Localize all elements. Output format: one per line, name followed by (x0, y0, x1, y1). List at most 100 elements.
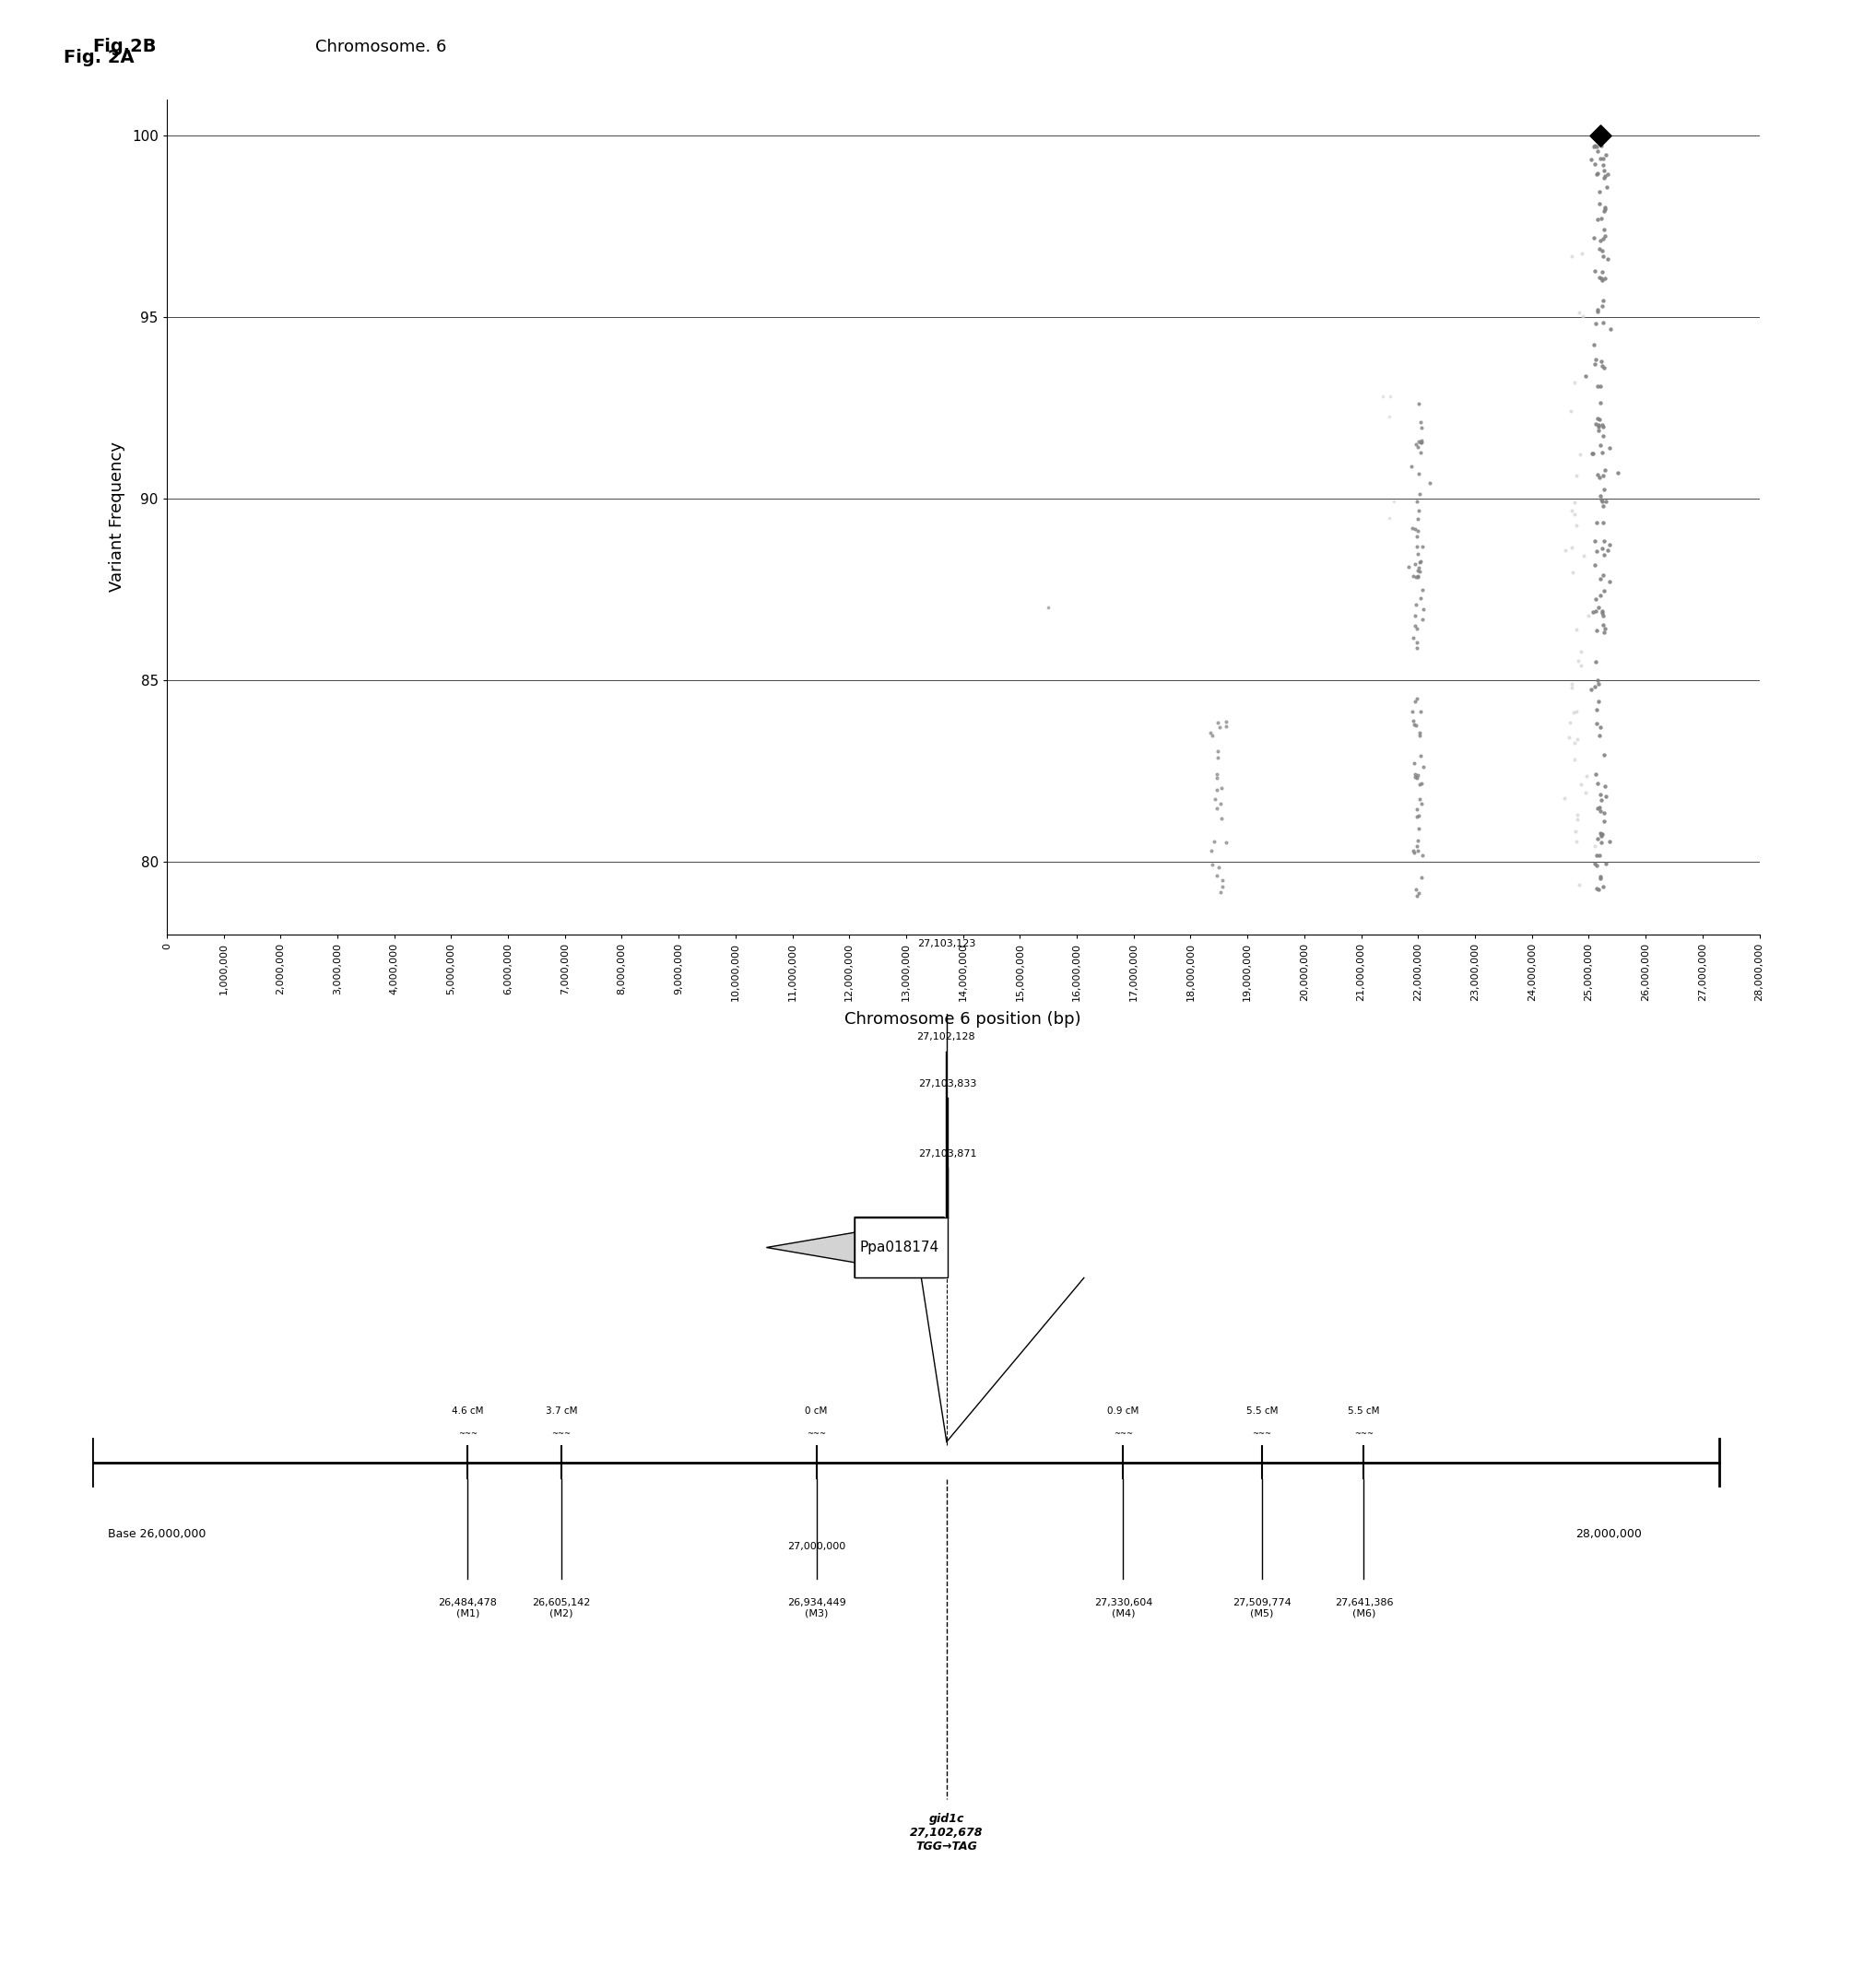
Point (1408, 602, 1437, 634)
Text: Fig.2B: Fig.2B (93, 38, 157, 56)
Point (1202, 861, 1232, 893)
Point (1561, 696, 1591, 728)
Point (1404, 783, 1433, 815)
Point (1583, 664, 1613, 696)
Point (1559, 744, 1589, 775)
Point (1591, 262, 1620, 294)
Text: 27,509,774
(M5): 27,509,774 (M5) (1232, 1598, 1291, 1618)
Point (1404, 759, 1433, 791)
Text: 26,484,478
(M1): 26,484,478 (M1) (439, 1598, 496, 1618)
Point (1206, 771, 1235, 803)
Point (1563, 803, 1593, 835)
Point (1402, 612, 1432, 644)
Point (1561, 724, 1591, 755)
Point (1585, 483, 1615, 515)
Point (1585, 175, 1615, 207)
Point (1589, 215, 1619, 247)
Point (1404, 553, 1433, 584)
Point (1587, 596, 1617, 628)
Point (1396, 451, 1426, 483)
Point (1578, 328, 1608, 360)
Point (1580, 549, 1609, 580)
Point (1585, 795, 1615, 827)
Point (1202, 761, 1232, 793)
Point (1558, 672, 1587, 704)
Point (1569, 539, 1598, 571)
Point (1582, 159, 1611, 191)
Point (1583, 296, 1613, 328)
Point (1406, 406, 1435, 437)
Point (1404, 877, 1433, 909)
Point (1406, 740, 1435, 771)
Point (1406, 787, 1435, 819)
Text: 27,102,128: 27,102,128 (917, 1032, 976, 1042)
Point (1587, 203, 1617, 235)
Point (1591, 485, 1620, 517)
Point (1589, 525, 1619, 557)
Point (1585, 817, 1615, 849)
Point (1211, 710, 1241, 742)
Text: ~~~: ~~~ (1252, 1429, 1272, 1437)
Point (1406, 696, 1435, 728)
Point (1398, 696, 1428, 728)
Point (1591, 159, 1620, 191)
Point (1408, 592, 1437, 624)
Point (1580, 829, 1609, 861)
Point (1582, 594, 1611, 626)
Point (1583, 767, 1613, 799)
Point (1563, 799, 1593, 831)
Point (1591, 221, 1620, 252)
Text: 26,934,449
(M3): 26,934,449 (M3) (787, 1598, 846, 1618)
Point (1402, 632, 1432, 664)
Point (1591, 455, 1620, 487)
Text: 3.7 cM: 3.7 cM (544, 1406, 578, 1415)
Point (1400, 747, 1430, 779)
Point (1589, 419, 1619, 451)
Polygon shape (767, 1217, 945, 1278)
Point (1593, 171, 1622, 203)
Point (1580, 525, 1609, 557)
Point (1582, 119, 1611, 151)
Point (1402, 503, 1432, 535)
Point (1404, 457, 1433, 489)
Point (1583, 686, 1613, 718)
Point (1582, 614, 1611, 646)
Text: ~~~: ~~~ (457, 1429, 478, 1437)
Point (1587, 262, 1617, 294)
Point (1589, 575, 1619, 606)
Text: 4.6 cM: 4.6 cM (452, 1406, 483, 1415)
Point (1402, 873, 1432, 905)
Point (1582, 402, 1611, 433)
Point (1589, 306, 1619, 338)
Point (1589, 149, 1619, 181)
Point (1583, 123, 1613, 155)
Point (1402, 710, 1432, 742)
Point (1559, 366, 1589, 398)
Point (1580, 348, 1609, 380)
Point (1406, 425, 1435, 457)
Point (1404, 388, 1433, 419)
Point (1589, 805, 1619, 837)
Point (1582, 344, 1611, 376)
Point (1408, 767, 1437, 799)
Point (1582, 507, 1611, 539)
Point (1374, 503, 1404, 535)
Point (1583, 793, 1613, 825)
Point (1402, 761, 1432, 793)
Point (1583, 668, 1613, 700)
Point (1585, 720, 1615, 751)
Point (1404, 799, 1433, 831)
Point (1580, 847, 1609, 879)
Point (1583, 412, 1613, 443)
Point (1582, 203, 1611, 235)
Point (1576, 437, 1606, 469)
Point (1582, 839, 1611, 871)
Point (1582, 694, 1611, 726)
Point (1583, 459, 1613, 491)
Point (1572, 759, 1602, 791)
X-axis label: Chromosome 6 position (bp): Chromosome 6 position (bp) (845, 1012, 1082, 1028)
Point (1582, 131, 1611, 163)
Point (1402, 626, 1432, 658)
Point (1587, 533, 1617, 565)
Point (1591, 193, 1620, 225)
